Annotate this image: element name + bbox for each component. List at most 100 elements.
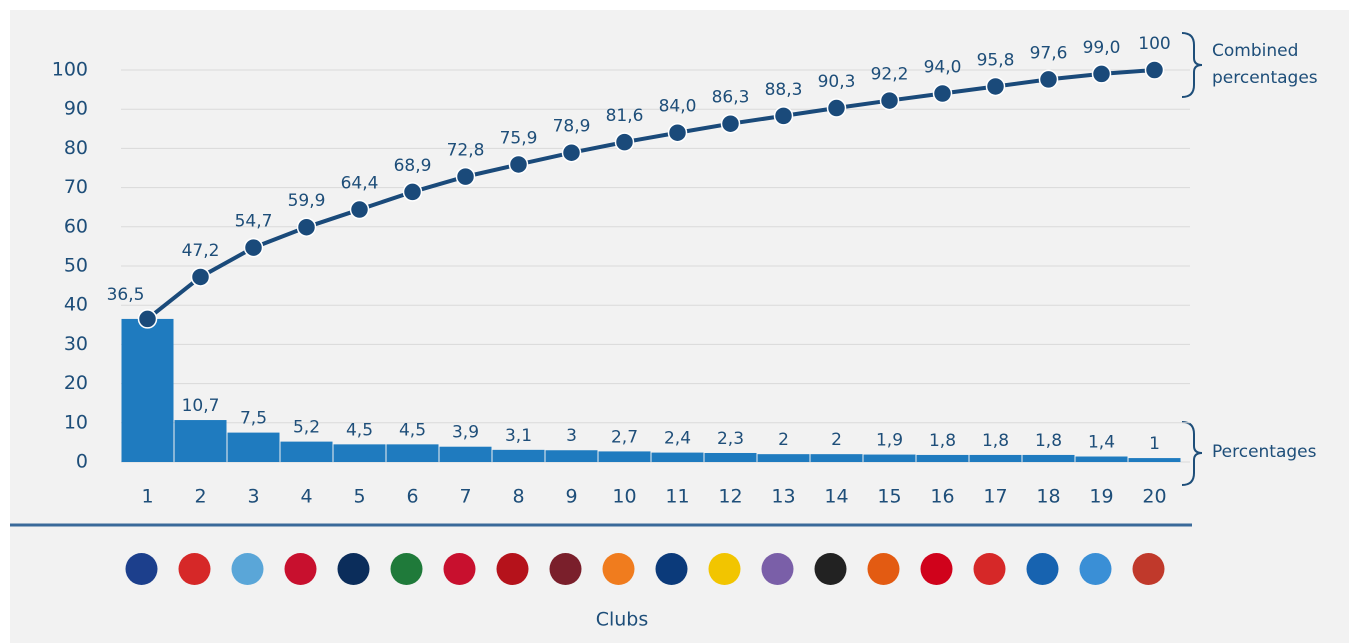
y-tick-label: 90 bbox=[64, 98, 88, 120]
data-label: 100 bbox=[1138, 34, 1170, 54]
y-tick-label: 50 bbox=[64, 255, 88, 277]
club-logo bbox=[867, 553, 900, 585]
bar bbox=[1022, 454, 1075, 462]
data-label: 94,0 bbox=[924, 58, 962, 78]
x-tick-label: 7 bbox=[459, 486, 471, 508]
club-logo bbox=[390, 553, 423, 585]
x-tick-label: 17 bbox=[983, 486, 1007, 508]
x-tick-label: 15 bbox=[877, 486, 901, 508]
x-tick-label: 8 bbox=[512, 486, 524, 508]
bar bbox=[386, 444, 439, 462]
data-label: 75,9 bbox=[500, 128, 538, 148]
data-label: 3,9 bbox=[452, 423, 479, 443]
x-axis-label: Clubs bbox=[596, 609, 649, 631]
marker bbox=[667, 122, 688, 143]
data-label: 2,7 bbox=[611, 427, 638, 447]
data-label: 59,9 bbox=[288, 191, 326, 211]
data-label: 5,2 bbox=[293, 418, 320, 438]
data-label: 1,8 bbox=[1035, 431, 1062, 451]
marker bbox=[243, 237, 264, 258]
y-tick-label: 80 bbox=[64, 137, 88, 159]
data-label: 4,5 bbox=[399, 420, 426, 440]
club-logo bbox=[814, 553, 847, 585]
bar bbox=[333, 444, 386, 462]
marker bbox=[985, 76, 1006, 97]
club-logo bbox=[337, 553, 370, 585]
club-logo bbox=[284, 553, 317, 585]
marker bbox=[561, 142, 582, 163]
bar bbox=[492, 449, 545, 462]
x-tick-label: 3 bbox=[247, 486, 259, 508]
marker bbox=[720, 113, 741, 134]
bar bbox=[810, 454, 863, 462]
data-label: 86,3 bbox=[712, 88, 750, 108]
legend-entry: Percentages bbox=[1212, 442, 1317, 462]
data-label: 1 bbox=[1149, 434, 1160, 454]
club-logo bbox=[443, 553, 476, 585]
bar bbox=[863, 454, 916, 462]
data-label: 3 bbox=[566, 426, 577, 446]
club-logo bbox=[973, 553, 1006, 585]
data-label: 1,8 bbox=[929, 431, 956, 451]
marker bbox=[1038, 69, 1059, 90]
club-logo bbox=[1026, 553, 1059, 585]
data-label: 4,5 bbox=[346, 420, 373, 440]
club-logo bbox=[549, 553, 582, 585]
marker bbox=[137, 309, 158, 329]
bar bbox=[704, 452, 757, 462]
x-tick-label: 2 bbox=[194, 486, 206, 508]
y-tick-label: 70 bbox=[64, 176, 88, 198]
brace bbox=[1181, 421, 1203, 486]
marker bbox=[773, 106, 794, 126]
x-tick-label: 10 bbox=[612, 486, 636, 508]
marker bbox=[402, 182, 423, 202]
marker bbox=[508, 154, 529, 175]
data-label: 84,0 bbox=[659, 97, 697, 117]
y-tick-label: 60 bbox=[64, 215, 88, 237]
data-label: 1,4 bbox=[1088, 433, 1115, 453]
data-label: 99,0 bbox=[1083, 38, 1121, 58]
x-tick-label: 20 bbox=[1142, 486, 1166, 508]
data-label: 2,3 bbox=[717, 429, 744, 449]
x-tick-label: 4 bbox=[300, 486, 312, 508]
data-label: 64,4 bbox=[341, 174, 379, 194]
x-tick-label: 13 bbox=[771, 486, 795, 508]
data-label: 2,4 bbox=[664, 429, 691, 449]
bar bbox=[651, 452, 704, 462]
marker bbox=[1144, 60, 1165, 80]
club-logo bbox=[1079, 553, 1112, 585]
data-label: 54,7 bbox=[235, 212, 273, 232]
x-tick-label: 12 bbox=[718, 486, 742, 508]
data-label: 97,6 bbox=[1030, 43, 1068, 63]
marker bbox=[190, 267, 211, 287]
marker bbox=[826, 98, 847, 118]
data-label: 92,2 bbox=[871, 65, 909, 85]
y-tick-label: 40 bbox=[64, 294, 88, 316]
club-logo bbox=[125, 553, 158, 585]
bar bbox=[969, 454, 1022, 462]
data-label: 2 bbox=[778, 430, 789, 450]
x-tick-label: 19 bbox=[1089, 486, 1113, 508]
data-label: 90,3 bbox=[818, 72, 856, 92]
bar bbox=[598, 451, 651, 462]
bar bbox=[1075, 456, 1128, 462]
club-logo bbox=[920, 553, 953, 585]
marker bbox=[1091, 64, 1112, 84]
data-label: 47,2 bbox=[182, 241, 220, 261]
data-label: 36,5 bbox=[107, 285, 145, 305]
y-tick-label: 10 bbox=[64, 411, 88, 433]
data-label: 2 bbox=[831, 430, 842, 450]
bar bbox=[1128, 458, 1181, 462]
bar bbox=[545, 450, 598, 462]
bar bbox=[121, 318, 174, 462]
data-label: 81,6 bbox=[606, 106, 644, 126]
bar bbox=[227, 432, 280, 462]
data-label: 78,9 bbox=[553, 117, 591, 137]
x-tick-label: 6 bbox=[406, 486, 418, 508]
legend-entry: Combined percentages bbox=[1212, 41, 1318, 88]
data-label: 68,9 bbox=[394, 156, 432, 176]
marker bbox=[349, 199, 370, 220]
data-label: 1,9 bbox=[876, 431, 903, 451]
